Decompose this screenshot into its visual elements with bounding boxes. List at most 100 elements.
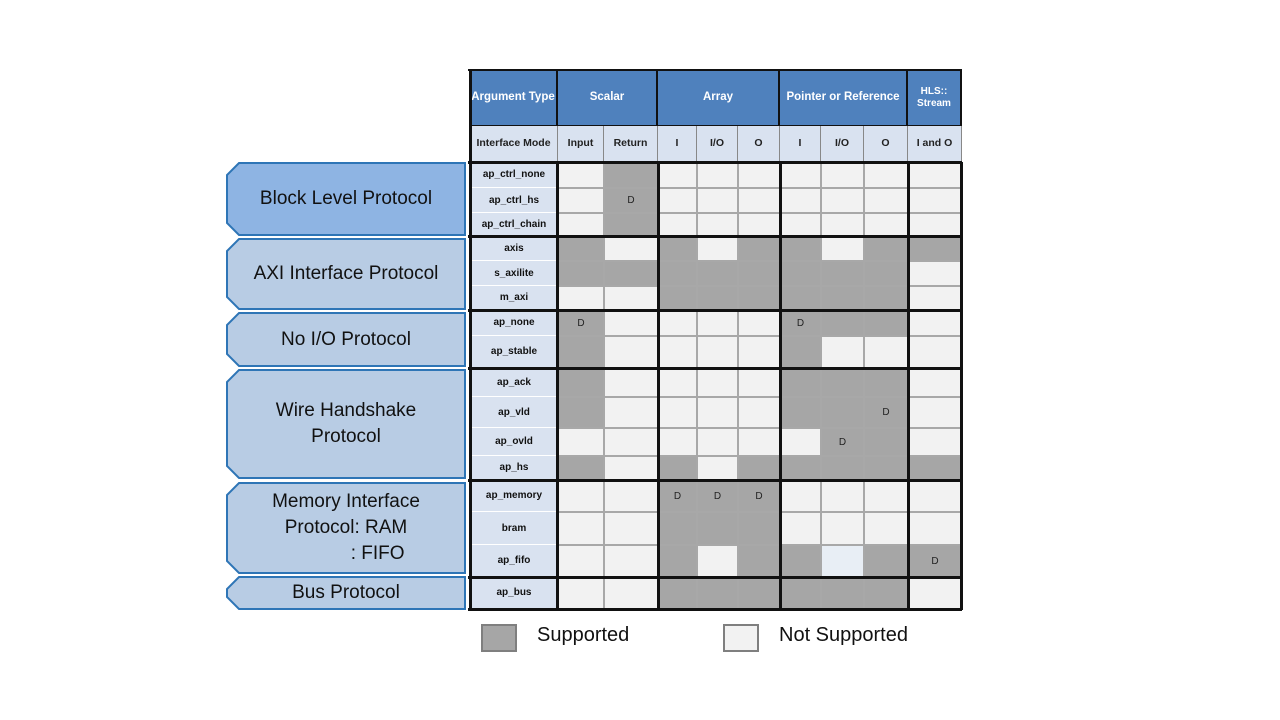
support-cell bbox=[558, 368, 604, 397]
support-cell: D bbox=[697, 480, 738, 512]
support-cell bbox=[908, 188, 962, 213]
support-cell bbox=[558, 480, 604, 512]
support-cell bbox=[738, 236, 780, 261]
support-cell: D bbox=[558, 310, 604, 336]
support-cell bbox=[738, 577, 780, 609]
group-divider-line bbox=[468, 608, 962, 611]
support-cell bbox=[780, 577, 821, 609]
interface-mode-cell: ap_hs bbox=[472, 456, 556, 480]
subcolumn-header: I/O bbox=[697, 126, 738, 162]
support-cell bbox=[604, 545, 658, 577]
support-cell bbox=[780, 428, 821, 456]
support-cell bbox=[908, 236, 962, 261]
legend-not-supported-label: Not Supported bbox=[779, 624, 908, 646]
support-cell bbox=[697, 261, 738, 286]
support-cell bbox=[658, 577, 697, 609]
support-cell bbox=[558, 236, 604, 261]
support-cell bbox=[738, 336, 780, 368]
column-divider-line bbox=[469, 70, 472, 610]
support-cell bbox=[658, 545, 697, 577]
interface-mode-cell: ap_ovld bbox=[472, 428, 556, 456]
support-cell bbox=[780, 286, 821, 310]
support-cell bbox=[658, 512, 697, 545]
support-cell bbox=[697, 162, 738, 188]
support-cell bbox=[908, 480, 962, 512]
subcolumn-header: Return bbox=[604, 126, 658, 162]
interface-mode-cell: ap_ctrl_hs bbox=[472, 188, 556, 213]
support-cell bbox=[864, 336, 908, 368]
group-divider-line bbox=[468, 479, 962, 482]
support-cell bbox=[780, 456, 821, 480]
support-cell bbox=[780, 368, 821, 397]
support-cell bbox=[604, 261, 658, 286]
support-cell bbox=[908, 310, 962, 336]
argument-type-header: Argument Type bbox=[470, 70, 558, 126]
support-cell bbox=[780, 397, 821, 428]
support-cell bbox=[604, 428, 658, 456]
support-cell bbox=[780, 162, 821, 188]
support-cell bbox=[658, 336, 697, 368]
support-cell bbox=[604, 310, 658, 336]
support-cell bbox=[908, 428, 962, 456]
support-cell bbox=[697, 397, 738, 428]
support-cell bbox=[738, 310, 780, 336]
support-cell bbox=[821, 286, 864, 310]
support-cell bbox=[697, 368, 738, 397]
support-cell bbox=[864, 428, 908, 456]
interface-mode-cell: ap_memory bbox=[472, 480, 556, 512]
support-cell bbox=[738, 162, 780, 188]
support-cell: D bbox=[658, 480, 697, 512]
support-cell bbox=[658, 261, 697, 286]
support-cell bbox=[604, 286, 658, 310]
support-cell bbox=[821, 456, 864, 480]
interface-mode-cell: ap_ctrl_chain bbox=[472, 213, 556, 236]
interface-mode-cell: ap_fifo bbox=[472, 545, 556, 577]
support-cell: D bbox=[908, 545, 962, 577]
interface-mode-cell: ap_none bbox=[472, 310, 556, 336]
interface-mode-cell: ap_ack bbox=[472, 368, 556, 397]
support-cell bbox=[864, 286, 908, 310]
protocol-group-shape bbox=[226, 576, 466, 610]
support-cell bbox=[658, 236, 697, 261]
interface-mode-cell: ap_vld bbox=[472, 397, 556, 428]
support-cell: D bbox=[738, 480, 780, 512]
interface-mode-cell: ap_ctrl_none bbox=[472, 162, 556, 188]
support-cell bbox=[658, 310, 697, 336]
support-cell bbox=[780, 213, 821, 236]
legend-supported-label: Supported bbox=[537, 624, 630, 646]
support-cell bbox=[780, 545, 821, 577]
support-cell bbox=[821, 162, 864, 188]
support-cell bbox=[697, 236, 738, 261]
support-cell bbox=[604, 236, 658, 261]
support-cell bbox=[558, 397, 604, 428]
support-cell bbox=[908, 512, 962, 545]
support-cell bbox=[864, 545, 908, 577]
interface-mode-header: Interface Mode bbox=[470, 126, 558, 162]
support-cell bbox=[821, 512, 864, 545]
support-cell bbox=[821, 310, 864, 336]
support-cell bbox=[697, 336, 738, 368]
protocol-group-shape bbox=[226, 312, 466, 367]
subcolumn-header: I and O bbox=[908, 126, 962, 162]
support-cell bbox=[738, 286, 780, 310]
support-cell bbox=[864, 261, 908, 286]
column-divider-line bbox=[556, 162, 559, 610]
support-cell bbox=[558, 545, 604, 577]
protocol-group-shape bbox=[226, 238, 466, 310]
column-group-header: Scalar bbox=[558, 70, 658, 126]
subcolumn-header: O bbox=[738, 126, 780, 162]
support-cell bbox=[864, 162, 908, 188]
column-group-header: Array bbox=[658, 70, 780, 126]
support-cell bbox=[908, 397, 962, 428]
support-cell bbox=[821, 397, 864, 428]
support-cell bbox=[558, 512, 604, 545]
support-cell bbox=[908, 213, 962, 236]
support-cell bbox=[697, 286, 738, 310]
group-divider-line bbox=[468, 161, 962, 164]
support-cell: D bbox=[604, 188, 658, 213]
support-cell bbox=[604, 577, 658, 609]
support-cell bbox=[558, 336, 604, 368]
support-cell bbox=[821, 336, 864, 368]
support-cell bbox=[604, 368, 658, 397]
